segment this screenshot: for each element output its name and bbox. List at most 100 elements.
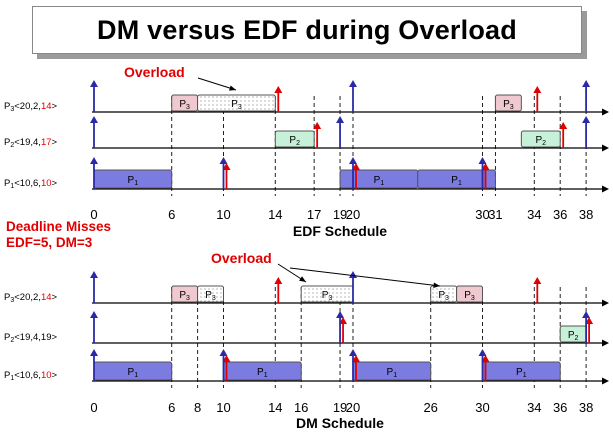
edf-row-1-label-params: <19,4, bbox=[14, 137, 41, 148]
edf-row-2-deadline-2 bbox=[481, 163, 490, 189]
edf-caption: EDF Schedule bbox=[293, 223, 387, 239]
dm-row-2-arrival-2 bbox=[349, 349, 357, 381]
dm-tick-2: 8 bbox=[194, 400, 201, 415]
edf-row-2-block-0-label-sub: 1 bbox=[134, 180, 138, 187]
edf-row-0-label-deadline: 14 bbox=[41, 101, 52, 112]
edf-row-2-arrival-1-head bbox=[219, 157, 228, 164]
dm-row-2-label-params: <10,6, bbox=[14, 370, 41, 381]
dm-row-1-label-main: P bbox=[4, 332, 10, 343]
edf-row-1-arrival-2 bbox=[582, 116, 591, 148]
dm-tick-6: 19 bbox=[333, 400, 347, 415]
dm-row-1-block-0-label: P2 bbox=[568, 330, 579, 342]
dm-row-0-label: P3<20,2,14> bbox=[4, 292, 58, 304]
edf-row-0-block-0-label-main: P bbox=[179, 99, 186, 110]
dm-row-0-arrival-0-head bbox=[90, 271, 98, 278]
edf-row-2-arrival-2 bbox=[349, 157, 357, 189]
dm-row-2-arrival-3 bbox=[478, 349, 487, 381]
edf-row-1-block-1-label-main: P bbox=[535, 135, 542, 146]
edf-row-0-arrival-2-head bbox=[582, 80, 591, 87]
dm-row-0-label-close: > bbox=[52, 292, 58, 303]
dm-row-0-block-1-label-sub: 3 bbox=[212, 295, 216, 302]
edf-row-0-label-params: <20,2, bbox=[14, 101, 41, 112]
edf-row-0-block-2: P3 bbox=[494, 94, 522, 112]
dm-row-1-arrival-0 bbox=[90, 311, 98, 343]
edf-overload-pointer-0 bbox=[197, 77, 237, 91]
edf-row-2-block-2: P1 bbox=[417, 169, 496, 189]
dm-row-0-block-0-label-main: P bbox=[179, 290, 186, 301]
edf-row-2-axis-head bbox=[602, 185, 609, 193]
edf-row-1-deadline-1-head bbox=[559, 122, 568, 129]
dm-tick-0: 0 bbox=[90, 400, 97, 415]
dm-row-2-block-2-label-main: P bbox=[387, 367, 394, 378]
edf-tick-5: 19 bbox=[333, 207, 347, 222]
dm-row-1-label: P2<19,4,19> bbox=[4, 332, 58, 344]
dm-row-2-block-3: P1 bbox=[482, 361, 561, 381]
edf-row-0-label-close: > bbox=[52, 101, 58, 112]
title-box: DM versus EDF during Overload bbox=[32, 6, 582, 54]
edf-row-1-label-close: > bbox=[52, 137, 58, 148]
dm-row-2-deadline-0 bbox=[222, 355, 231, 381]
edf-row-0-deadline-0-head bbox=[274, 86, 283, 93]
dm-row-1-label-sub: 2 bbox=[10, 337, 14, 344]
dm-tick-7: 20 bbox=[346, 400, 360, 415]
edf-row-1-block-1: P2 bbox=[520, 130, 561, 148]
dm-tick-3: 10 bbox=[216, 400, 230, 415]
edf-tick-4: 17 bbox=[307, 207, 321, 222]
edf-row-1-arrival-1 bbox=[336, 116, 345, 148]
dm-row-0-block-2-label-sub: 3 bbox=[328, 295, 332, 302]
edf-tick-1: 6 bbox=[168, 207, 175, 222]
edf-row-2-block-2-label: P1 bbox=[451, 175, 462, 187]
edf-row-0-label: P3<20,2,14> bbox=[4, 101, 58, 113]
dm-row-0-arrival-0 bbox=[90, 271, 98, 303]
dm-row-2-arrival-3-head bbox=[478, 349, 487, 356]
edf-row-0-arrival-1-head bbox=[349, 80, 357, 87]
edf-row-2-block-2-label-sub: 1 bbox=[458, 180, 462, 187]
edf-row-2-arrival-2-head bbox=[349, 157, 357, 164]
dm-tick-4: 14 bbox=[268, 400, 282, 415]
dm-row-0-label-params: <20,2, bbox=[14, 292, 41, 303]
dm-row-2-arrival-1-head bbox=[219, 349, 228, 356]
edf-row-2-block-1-label-main: P bbox=[374, 175, 381, 186]
edf-row-2-label: P1<10,6,10> bbox=[4, 178, 58, 190]
dm-overload-pointer-1 bbox=[289, 267, 441, 287]
dm-row-2-block-2-label-sub: 1 bbox=[393, 372, 397, 379]
edf-row-0-block-1: P3 bbox=[197, 94, 276, 112]
edf-row-1-deadline-0 bbox=[313, 122, 322, 148]
edf-tick-11: 38 bbox=[579, 207, 593, 222]
edf-row-2-label-close: > bbox=[52, 178, 58, 189]
dm-row-2-block-2-label: P1 bbox=[387, 367, 398, 379]
dm-row-0-label-deadline: 14 bbox=[41, 292, 52, 303]
edf-row-2-block-0: P1 bbox=[93, 169, 173, 189]
dm-tick-10: 34 bbox=[527, 400, 541, 415]
dm-row-2-block-0-label-sub: 1 bbox=[134, 372, 138, 379]
edf-row-2-block-1-label: P1 bbox=[374, 175, 385, 187]
edf-row-2-arrival-0-head bbox=[90, 157, 98, 164]
dm-overload-pointer-1-head bbox=[433, 282, 440, 288]
dm-row-2-deadline-1-head bbox=[352, 355, 360, 362]
dm-row-0-block-2-label: P3 bbox=[322, 290, 333, 302]
edf-row-0-arrival-2 bbox=[582, 80, 591, 112]
edf-row-2-block-2-label-main: P bbox=[451, 175, 458, 186]
dm-row-0-block-4-label-main: P bbox=[464, 290, 471, 301]
dm-row-0-deadline-0-head bbox=[274, 277, 283, 284]
dm-row-1-arrival-1-head bbox=[336, 311, 345, 318]
dm-row-1-deadline-0-head bbox=[339, 317, 348, 324]
dm-row-2-arrival-1 bbox=[219, 349, 228, 381]
deadline-misses-heading: Deadline Misses bbox=[6, 219, 112, 234]
edf-row-2-block-1: P1 bbox=[339, 169, 419, 189]
dm-row-2-block-1-label-sub: 1 bbox=[264, 372, 268, 379]
deadline-misses-detail: EDF=5, DM=3 bbox=[6, 235, 93, 250]
edf-row-0-deadline-0 bbox=[274, 86, 283, 112]
dm-row-1-label-close: > bbox=[52, 332, 58, 343]
dm-row-2-axis-head bbox=[602, 377, 609, 385]
dm-row-1-arrival-0-head bbox=[90, 311, 98, 318]
edf-row-2-deadline-2-head bbox=[481, 163, 490, 170]
deadline-misses-note: Deadline Misses EDF=5, DM=3 bbox=[6, 219, 111, 251]
edf-row-2-arrival-3 bbox=[478, 157, 487, 189]
dm-row-0-arrival-1-head bbox=[349, 271, 357, 278]
edf-row-2-deadline-1-head bbox=[352, 163, 360, 170]
edf-row-1-block-0-label-main: P bbox=[289, 135, 296, 146]
dm-row-2-block-1-label-main: P bbox=[257, 367, 264, 378]
dm-row-0-block-4: P3 bbox=[456, 285, 484, 303]
